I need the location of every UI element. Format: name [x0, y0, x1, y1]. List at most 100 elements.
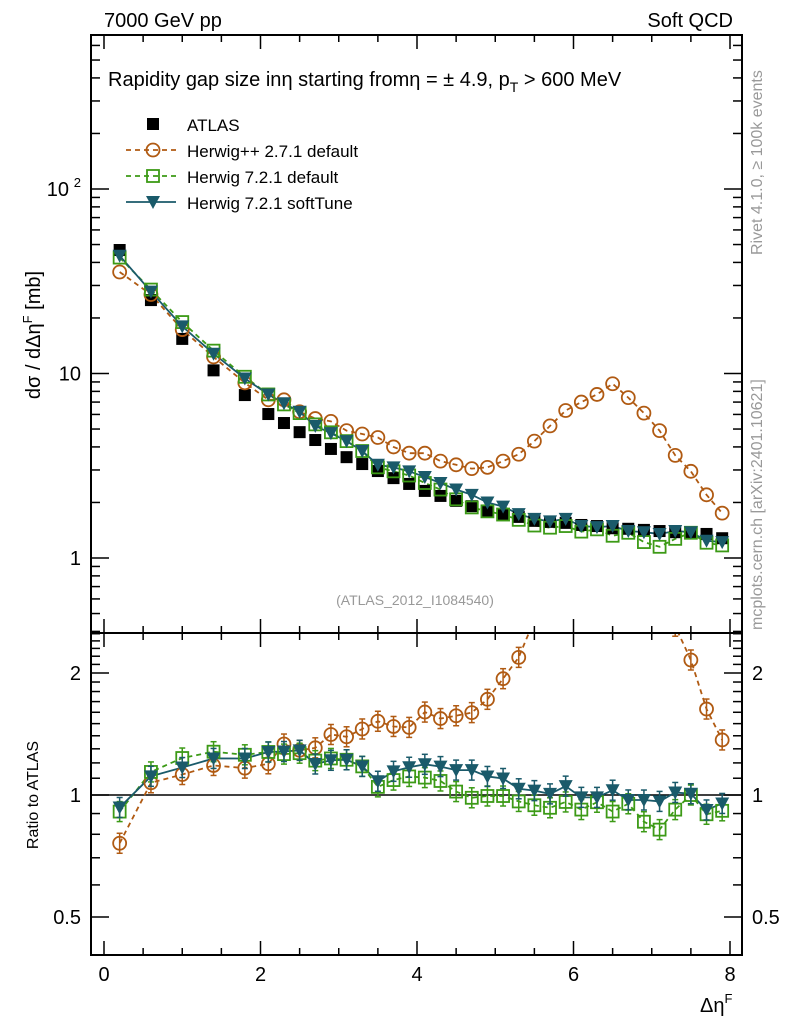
point-softtune	[292, 405, 307, 419]
legend-marker-herwig721	[146, 169, 160, 183]
rivet-version-label: Rivet 4.1.0, ≥ 100k events	[749, 70, 766, 255]
point-herwigpp	[495, 453, 511, 469]
ratio-point-softtune	[175, 761, 190, 775]
mcplots-credit-label: mcplots.cern.ch [arXiv:2401.10621]	[749, 379, 766, 630]
ratio-point-softtune	[206, 752, 221, 766]
point-data	[465, 500, 478, 513]
ratio-point-herwigpp	[528, 613, 541, 626]
plot-title: Rapidity gap size inη starting fromη = ±…	[108, 69, 622, 95]
ratio-point-herwig721	[637, 814, 651, 829]
ratio-point-herwig721	[496, 789, 510, 803]
point-data	[481, 504, 494, 517]
point-data	[277, 417, 290, 430]
ratio-point-herwigpp	[417, 704, 433, 720]
y-tick-label: 10	[59, 364, 81, 386]
point-data	[144, 294, 157, 307]
point-softtune	[558, 512, 573, 526]
ratio-point-herwigpp	[112, 835, 128, 851]
point-herwigpp	[558, 403, 574, 418]
point-herwigpp	[652, 423, 667, 439]
ratio-point-herwigpp	[339, 729, 354, 745]
ratio-point-softtune	[308, 757, 323, 771]
x-axis-label: ΔηF	[700, 991, 732, 1017]
y-tick-label-exponent: 2	[74, 175, 81, 190]
ratio-point-softtune	[496, 772, 511, 786]
point-herwigpp	[714, 505, 730, 521]
point-softtune	[621, 525, 636, 539]
ratio-y-tick-label: 1	[70, 785, 81, 807]
ratio-point-herwigpp	[433, 711, 448, 726]
point-data	[293, 426, 306, 439]
point-herwigpp	[605, 376, 621, 392]
point-softtune	[636, 526, 651, 540]
point-softtune	[464, 488, 479, 502]
title-part-main: Rapidity gap size in	[108, 69, 281, 91]
x-label-superscript: F	[724, 991, 732, 1006]
point-data	[497, 508, 510, 521]
title-part-eta: η	[281, 69, 292, 91]
point-herwigpp	[464, 461, 480, 477]
y-tick-label: 10	[47, 179, 69, 201]
point-herwigpp	[683, 463, 699, 479]
main-series-group	[112, 244, 730, 554]
title-part-subscript: T	[510, 79, 519, 95]
ratio-point-herwigpp	[590, 499, 603, 512]
point-herwigpp	[589, 387, 605, 402]
title-part-threshold: > 600 MeV	[518, 69, 622, 91]
ratio-point-herwigpp	[683, 652, 699, 668]
point-softtune	[370, 458, 385, 472]
legend-marker-softtune	[146, 196, 160, 209]
point-herwigpp	[542, 418, 558, 434]
ratio-point-herwigpp	[495, 671, 511, 687]
point-softtune	[237, 372, 252, 386]
legend: ATLAS Herwig++ 2.7.1 default Herwig 7.2.1 …	[126, 116, 358, 213]
point-herwigpp	[620, 390, 636, 406]
ratio-point-softtune	[449, 764, 464, 778]
ratio-point-softtune	[652, 795, 667, 809]
ratio-point-herwigpp	[606, 471, 619, 484]
point-herwigpp	[526, 433, 542, 449]
x-tick-label: 8	[724, 964, 735, 986]
ratio-point-softtune	[386, 765, 401, 779]
ratio-point-softtune	[636, 794, 651, 808]
point-softtune	[527, 512, 542, 526]
point-softtune	[605, 520, 620, 534]
point-herwigpp	[699, 487, 714, 503]
analysis-id-label: (ATLAS_2012_I1084540)	[336, 592, 494, 608]
ratio-point-softtune	[261, 745, 276, 759]
legend-label-herwigpp: Herwig++ 2.7.1 default	[187, 142, 358, 161]
point-herwigpp	[370, 430, 386, 445]
point-herwigpp	[417, 445, 433, 461]
title-part-eta-range: η = ± 4.9, p	[409, 69, 510, 91]
frames-group	[90, 34, 743, 956]
ratio-point-softtune	[527, 784, 542, 798]
ratio-point-herwigpp	[511, 649, 527, 665]
ratio-point-softtune	[355, 760, 370, 774]
ratio-point-herwig721	[449, 784, 464, 799]
point-softtune	[276, 397, 291, 411]
ratio-y-tick-label: 2	[70, 663, 81, 685]
point-data	[450, 494, 463, 507]
point-softtune	[261, 388, 276, 402]
ratio-point-herwigpp	[653, 568, 666, 581]
ratio-point-herwigpp	[714, 732, 730, 748]
ratio-point-softtune	[715, 797, 730, 811]
point-softtune	[574, 520, 589, 534]
ratio-point-herwigpp	[544, 578, 557, 591]
point-herwigpp	[667, 447, 683, 463]
ratio-point-softtune	[511, 782, 526, 796]
ratio-y-axis-label: Ratio to ATLAS	[25, 741, 42, 849]
ratio-point-herwigpp	[559, 542, 572, 555]
y-tick-label: 1	[70, 548, 81, 570]
ratio-point-softtune	[417, 758, 432, 772]
ratio-point-herwigpp	[480, 691, 495, 707]
point-softtune	[355, 445, 370, 459]
ratio-point-herwig721	[605, 804, 620, 819]
point-softtune	[112, 249, 127, 263]
ratio-point-softtune	[589, 791, 604, 805]
point-softtune	[386, 461, 401, 475]
point-softtune	[480, 496, 495, 510]
point-softtune	[143, 285, 158, 299]
ratio-point-herwig721	[480, 789, 495, 803]
point-herwigpp	[112, 264, 128, 280]
